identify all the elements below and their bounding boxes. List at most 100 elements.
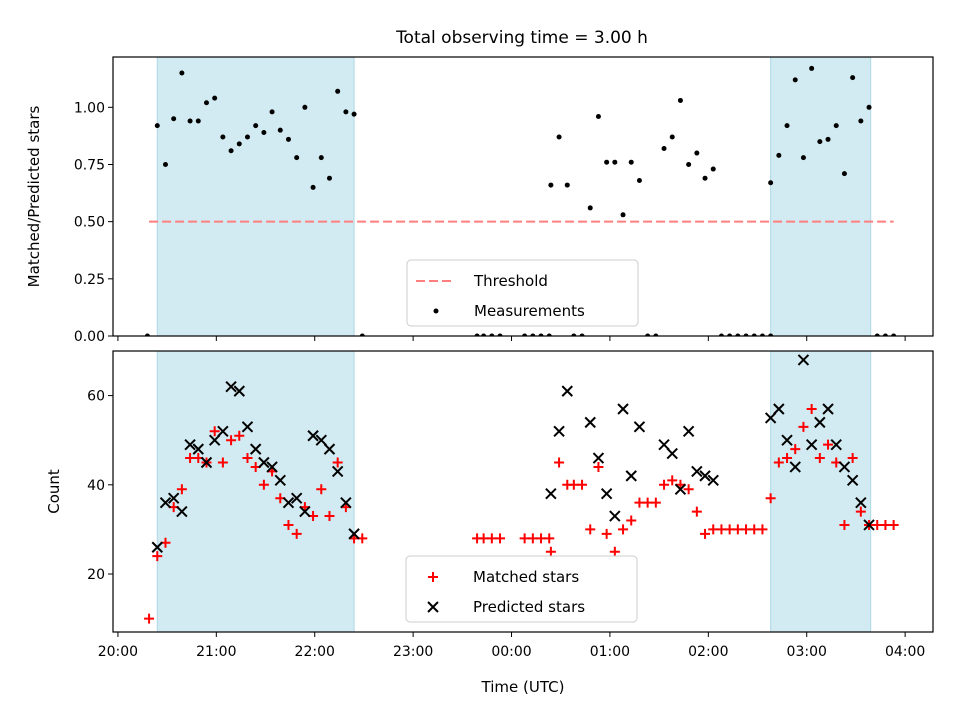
matched-star-marker <box>650 497 661 508</box>
measurement-point <box>776 152 782 158</box>
legend-label: Matched stars <box>473 568 579 586</box>
measurement-point <box>351 111 357 117</box>
x-tick-label: 21:00 <box>196 644 236 660</box>
predicted-star-marker <box>561 385 573 397</box>
matched-star-marker <box>757 524 768 535</box>
measurement-point <box>538 333 544 336</box>
predicted-star-marker <box>707 474 719 487</box>
matched-star-marker <box>839 519 850 530</box>
measurement-point <box>261 129 267 135</box>
measurement-point <box>277 127 283 133</box>
measurement-point <box>612 159 618 165</box>
shaded-interval-2 <box>770 350 872 633</box>
measurement-point <box>677 97 683 103</box>
measurement-point <box>628 159 634 165</box>
predicted-star-marker <box>600 488 613 500</box>
matched-star-marker <box>855 506 866 517</box>
predicted-star-marker <box>838 461 851 473</box>
predicted-star-marker <box>846 474 859 487</box>
measurement-point <box>686 161 692 167</box>
measurement-point <box>718 333 724 336</box>
predicted-star-marker <box>633 421 646 433</box>
legend-label: Threshold <box>473 272 548 290</box>
predicted-star-marker <box>200 456 213 469</box>
measurement-point <box>784 123 790 129</box>
measurement-point <box>891 333 897 336</box>
matched-star-marker <box>554 457 565 468</box>
predicted-star-marker <box>266 461 278 473</box>
predicted-star-marker <box>617 403 629 415</box>
x-tick-label: 00:00 <box>491 644 531 660</box>
predicted-star-marker <box>691 465 703 478</box>
axes-frame <box>112 350 934 633</box>
measurement-point <box>564 182 570 188</box>
y-tick-label: 40 <box>87 478 105 494</box>
measurement-point <box>595 113 601 119</box>
measurement-point <box>318 155 324 161</box>
predicted-star-marker <box>299 505 311 518</box>
measurement-point <box>579 333 585 336</box>
measurement-point <box>571 333 577 336</box>
measurement-point <box>661 145 667 151</box>
plot-area <box>144 354 899 624</box>
legend-label: Measurements <box>474 302 585 320</box>
matched-star-marker <box>814 453 825 464</box>
measurement-point <box>220 134 226 140</box>
measurement-point <box>228 148 234 154</box>
y-tick-label: 20 <box>87 567 105 583</box>
measurement-point <box>645 333 651 336</box>
matched-star-marker <box>773 457 784 468</box>
predicted-star-marker <box>592 452 605 464</box>
matched-star-marker <box>585 524 596 535</box>
predicted-star-marker <box>625 470 637 482</box>
x-tick-label: 20:00 <box>98 644 138 660</box>
legend-box <box>405 555 638 623</box>
measurement-point <box>285 136 291 142</box>
y-tick-label: 1.00 <box>74 100 105 116</box>
measurement-point <box>310 184 316 190</box>
predicted-star-marker <box>323 443 336 455</box>
predicted-star-marker <box>699 470 711 482</box>
matched-star-marker <box>700 528 711 539</box>
predicted-star-marker <box>282 496 295 509</box>
y-tick-label: 0.00 <box>74 329 105 345</box>
plot-area <box>144 65 897 336</box>
measurement-point <box>548 182 554 188</box>
measurement-point <box>187 118 193 124</box>
matched-star-marker <box>593 461 604 472</box>
matched-star-marker <box>324 511 335 522</box>
predicted-star-marker <box>225 380 237 393</box>
measurement-point <box>144 333 150 336</box>
matched-star-marker <box>544 533 555 544</box>
measurement-point <box>497 333 503 336</box>
measurement-point <box>841 171 847 177</box>
legend-predicted-swatch <box>427 601 439 613</box>
legend: Threshold Measurements <box>406 259 639 327</box>
measurement-point <box>522 333 528 336</box>
predicted-star-marker <box>781 434 793 446</box>
matched-star-marker <box>806 403 817 414</box>
matched-star-marker <box>234 430 245 441</box>
measurement-point <box>653 333 659 336</box>
matched-star-marker <box>847 453 858 464</box>
measurement-point <box>833 123 839 129</box>
measurement-point <box>882 333 888 336</box>
matched-star-marker <box>316 484 327 495</box>
measurement-point <box>759 333 765 336</box>
x-tick-label: 03:00 <box>787 644 827 660</box>
bottom-panel-counts: 20:00 21:00 22:00 23:00 00:00 01:00 02:00 03:00… <box>45 350 934 696</box>
y-tick-label: 0.75 <box>74 157 105 173</box>
predicted-star-marker <box>249 443 262 455</box>
predicted-star-marker <box>258 456 270 469</box>
measurement-point <box>302 104 308 110</box>
measurement-point <box>556 134 562 140</box>
measurement-point <box>710 166 716 172</box>
matched-star-marker <box>823 439 834 450</box>
measurement-point <box>179 70 185 76</box>
predicted-star-marker <box>184 438 196 451</box>
matched-star-marker <box>545 546 556 557</box>
measurement-point <box>474 333 480 336</box>
measurement-point <box>636 177 642 183</box>
predicted-star-marker <box>192 443 204 455</box>
matched-star-marker <box>577 479 588 490</box>
